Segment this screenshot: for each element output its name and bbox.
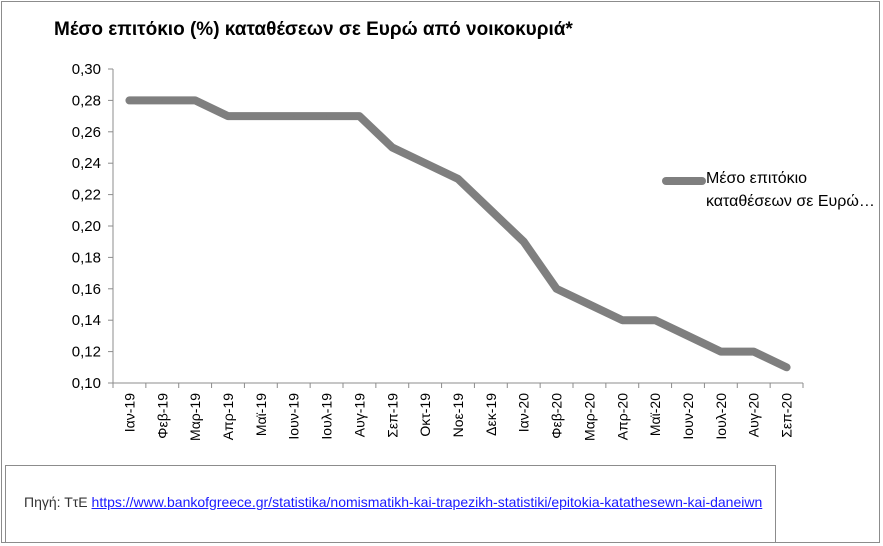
- x-tick-label: Αυγ-19: [351, 393, 367, 437]
- source-prefix: Πηγή: ΤτΕ: [24, 494, 92, 510]
- y-tick-label: 0,10: [72, 375, 101, 392]
- data-point: [227, 115, 229, 117]
- data-point: [293, 115, 295, 117]
- y-tick-label: 0,18: [72, 249, 101, 266]
- x-tick-label: Ιουλ-20: [713, 393, 729, 440]
- y-axis-ticks: 0,10 0,12 0,14 0,16 0,18 0,20 0,22 0,24 0,26 0,28…: [72, 61, 113, 392]
- data-point: [654, 319, 656, 321]
- y-tick-label: 0,26: [72, 124, 101, 141]
- legend-label-line2: καταθέσεων σε Ευρώ…: [706, 193, 875, 210]
- data-point: [556, 288, 558, 290]
- series-line: [125, 96, 791, 372]
- x-tick-label: Οκτ-19: [417, 393, 433, 437]
- data-point: [128, 99, 130, 101]
- data-point: [687, 335, 689, 337]
- legend-label: Μέσο επιτόκιο καταθέσεων σε Ευρώ…: [706, 167, 875, 213]
- x-tick-label: Ιαν-20: [516, 393, 532, 432]
- data-point: [358, 115, 360, 117]
- data-point: [621, 319, 623, 321]
- y-tick-label: 0,12: [72, 344, 101, 361]
- x-tick-label: Μαϊ-19: [253, 393, 269, 436]
- data-point: [588, 304, 590, 305]
- x-tick-label: Ιουν-19: [286, 393, 302, 440]
- x-tick-label: Φεβ-19: [154, 393, 170, 439]
- y-tick-label: 0,14: [72, 312, 101, 329]
- x-tick-label: Δεκ-19: [483, 393, 499, 436]
- x-tick-label: Μαρ-19: [187, 393, 203, 441]
- x-tick-label: Σεπ-20: [779, 393, 795, 438]
- source-link[interactable]: https://www.bankofgreece.gr/statistika/n…: [91, 494, 763, 510]
- series-group: [125, 96, 791, 372]
- data-point: [326, 115, 328, 117]
- x-tick-label: Απρ-20: [614, 393, 630, 440]
- y-tick-label: 0,20: [72, 218, 101, 235]
- x-tick-label: Φεβ-20: [549, 393, 565, 439]
- data-point: [161, 99, 163, 101]
- y-tick-label: 0,22: [72, 187, 101, 204]
- data-point: [260, 115, 262, 117]
- source-box: Πηγή: ΤτΕ https://www.bankofgreece.gr/st…: [5, 465, 776, 543]
- x-tick-label: Ιαν-19: [121, 393, 137, 432]
- chart-axes: [112, 69, 803, 384]
- source-note: Πηγή: ΤτΕ https://www.bankofgreece.gr/st…: [24, 493, 764, 511]
- x-tick-label: Ιουλ-19: [319, 393, 335, 440]
- y-tick-label: 0,24: [72, 155, 101, 172]
- data-point: [457, 178, 459, 180]
- data-point: [194, 99, 196, 101]
- x-axis-ticks: Ιαν-19 Φεβ-19 Μαρ-19 Απρ-19 Μαϊ-19 Ιουν-19 Ιου…: [112, 383, 804, 441]
- legend-swatch: [662, 177, 706, 185]
- x-tick-label: Σεπ-19: [384, 393, 400, 438]
- data-point: [720, 351, 722, 353]
- x-tick-label: Ιουν-20: [680, 393, 696, 440]
- data-point: [753, 351, 755, 353]
- data-point: [391, 147, 393, 148]
- x-tick-label: Νοε-19: [450, 393, 466, 438]
- y-tick-label: 0,28: [72, 92, 101, 109]
- y-tick-label: 0,16: [72, 281, 101, 298]
- x-tick-label: Μαρ-20: [581, 393, 597, 441]
- x-tick-label: Αυγ-20: [746, 393, 762, 437]
- chart-title: Μέσο επιτόκιο (%) καταθέσεων σε Ευρώ από…: [54, 19, 573, 40]
- data-point: [786, 366, 788, 368]
- legend-label-line1: Μέσο επιτόκιο: [706, 170, 808, 187]
- data-point: [424, 162, 426, 164]
- x-tick-label: Απρ-19: [220, 393, 236, 440]
- data-point: [523, 241, 525, 243]
- x-tick-label: Μαϊ-20: [647, 393, 663, 436]
- y-tick-label: 0,30: [72, 61, 101, 78]
- data-point: [490, 209, 492, 211]
